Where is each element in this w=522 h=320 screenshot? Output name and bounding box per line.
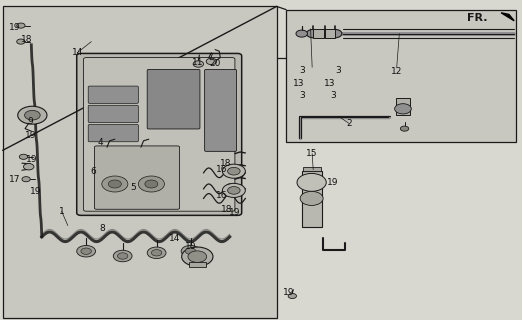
Circle shape xyxy=(306,29,320,38)
Text: 1: 1 xyxy=(58,207,65,216)
Text: 13: 13 xyxy=(293,79,304,88)
Circle shape xyxy=(145,180,158,188)
Text: 14: 14 xyxy=(169,234,181,243)
Text: 19: 19 xyxy=(229,208,241,217)
Circle shape xyxy=(328,29,342,38)
Circle shape xyxy=(25,110,40,120)
Text: 16: 16 xyxy=(216,165,227,174)
Circle shape xyxy=(22,177,30,182)
Circle shape xyxy=(318,29,331,38)
Text: 19: 19 xyxy=(283,288,294,297)
Text: 6: 6 xyxy=(90,167,96,176)
Bar xyxy=(313,29,324,38)
Text: FR.: FR. xyxy=(467,13,488,23)
Circle shape xyxy=(17,39,25,44)
Circle shape xyxy=(18,106,47,124)
Circle shape xyxy=(138,176,164,192)
Circle shape xyxy=(395,104,411,114)
Bar xyxy=(189,262,206,267)
Circle shape xyxy=(188,251,207,262)
Circle shape xyxy=(193,61,204,67)
Text: 2: 2 xyxy=(346,119,351,128)
FancyBboxPatch shape xyxy=(88,124,138,142)
Circle shape xyxy=(228,167,240,175)
Text: 10: 10 xyxy=(185,242,196,251)
Circle shape xyxy=(228,187,240,194)
Bar xyxy=(286,10,516,142)
Circle shape xyxy=(147,247,166,259)
Polygon shape xyxy=(501,13,514,21)
Circle shape xyxy=(297,173,326,191)
Circle shape xyxy=(109,180,121,188)
Circle shape xyxy=(17,23,25,28)
Text: 14: 14 xyxy=(72,48,83,57)
Circle shape xyxy=(206,58,217,65)
Text: 19: 19 xyxy=(26,156,37,164)
FancyBboxPatch shape xyxy=(88,86,138,103)
Text: 3: 3 xyxy=(335,66,341,75)
Circle shape xyxy=(296,30,307,37)
Circle shape xyxy=(23,164,34,170)
Text: 3: 3 xyxy=(299,66,305,75)
FancyBboxPatch shape xyxy=(147,69,200,129)
Circle shape xyxy=(288,293,296,299)
Text: 17: 17 xyxy=(9,175,20,184)
Text: 4: 4 xyxy=(98,138,103,147)
Text: 12: 12 xyxy=(391,68,402,76)
Text: 20: 20 xyxy=(209,60,221,68)
FancyBboxPatch shape xyxy=(88,105,138,123)
Bar xyxy=(303,167,321,171)
Circle shape xyxy=(222,164,245,178)
Text: 18: 18 xyxy=(21,36,33,44)
Text: 3: 3 xyxy=(330,92,336,100)
Circle shape xyxy=(81,248,91,254)
Circle shape xyxy=(185,248,196,254)
Circle shape xyxy=(102,176,128,192)
Circle shape xyxy=(117,253,128,259)
Bar xyxy=(302,171,322,227)
Circle shape xyxy=(400,126,409,131)
Text: 5: 5 xyxy=(130,183,136,192)
Text: 19: 19 xyxy=(327,178,339,187)
FancyBboxPatch shape xyxy=(77,53,242,215)
Circle shape xyxy=(300,191,323,205)
Bar xyxy=(325,29,335,38)
Circle shape xyxy=(151,250,162,256)
FancyBboxPatch shape xyxy=(205,69,236,151)
Text: 13: 13 xyxy=(324,79,336,88)
Circle shape xyxy=(222,183,245,197)
Text: 11: 11 xyxy=(192,58,203,67)
Text: 19: 19 xyxy=(25,132,36,140)
Text: 3: 3 xyxy=(299,92,305,100)
Text: 16: 16 xyxy=(216,191,227,200)
Text: 8: 8 xyxy=(99,224,105,233)
Circle shape xyxy=(182,247,213,266)
Circle shape xyxy=(77,245,96,257)
Text: 15: 15 xyxy=(306,149,318,158)
Text: 19: 19 xyxy=(9,23,20,32)
Text: 18: 18 xyxy=(221,205,233,214)
Polygon shape xyxy=(3,6,277,318)
Text: 9: 9 xyxy=(27,117,33,126)
FancyBboxPatch shape xyxy=(84,58,235,211)
Text: 19: 19 xyxy=(30,188,41,196)
Text: 7: 7 xyxy=(207,53,213,62)
Bar xyxy=(396,98,410,115)
FancyBboxPatch shape xyxy=(94,146,180,209)
Circle shape xyxy=(113,250,132,262)
Circle shape xyxy=(19,154,28,159)
Text: 18: 18 xyxy=(220,159,231,168)
Circle shape xyxy=(181,245,200,257)
